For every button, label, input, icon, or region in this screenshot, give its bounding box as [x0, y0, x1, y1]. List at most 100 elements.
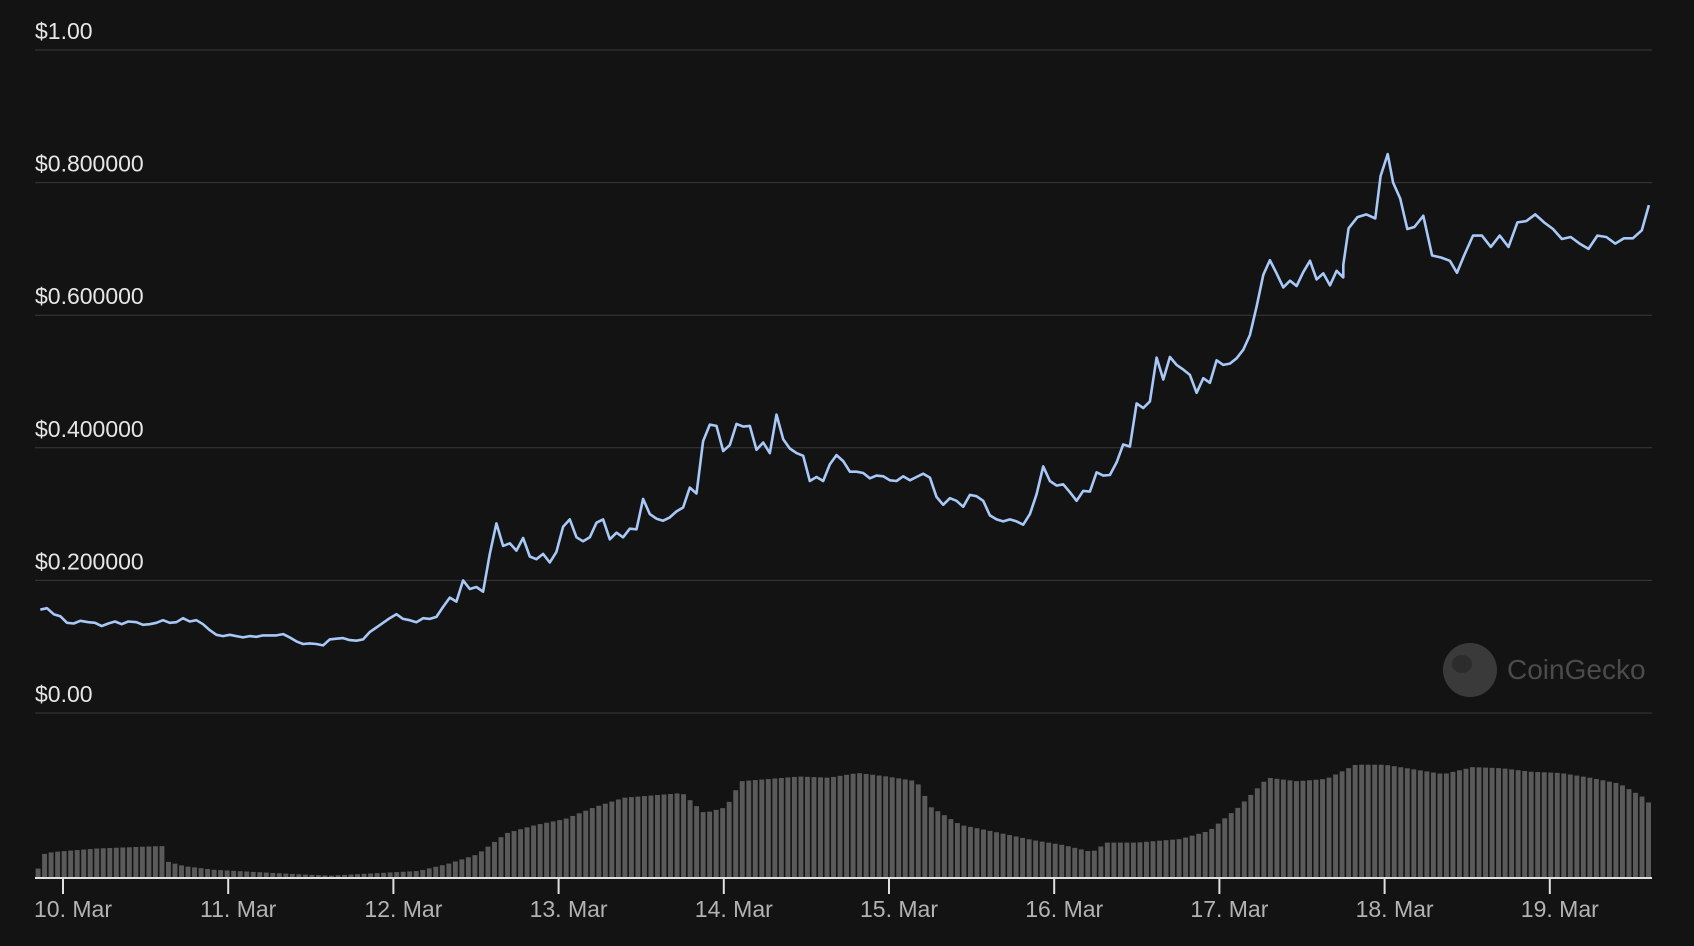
volume-bar — [205, 868, 211, 878]
volume-bar — [1391, 766, 1397, 878]
volume-bar — [889, 777, 895, 878]
volume-bar — [276, 873, 282, 878]
volume-bar — [909, 780, 915, 878]
volume-bar — [915, 784, 921, 878]
volume-bar — [1528, 771, 1534, 878]
volume-bar — [1117, 842, 1123, 878]
volume-bar — [250, 871, 256, 878]
x-tick-label: 19. Mar — [1521, 896, 1599, 922]
volume-bar — [1157, 840, 1162, 878]
grid-lines — [35, 49, 1652, 714]
volume-bar — [1300, 780, 1306, 878]
volume-bar — [1065, 846, 1071, 878]
volume-bar — [1215, 823, 1221, 878]
volume-bar — [1026, 839, 1032, 878]
volume-bar — [472, 855, 478, 878]
volume-bar — [283, 873, 289, 878]
volume-bar — [844, 774, 850, 878]
volume-bar — [1098, 846, 1104, 878]
volume-bar — [1280, 779, 1286, 878]
volume-bar — [726, 801, 732, 878]
volume-bar — [518, 829, 524, 878]
volume-bar — [139, 846, 145, 878]
volume-bar — [596, 805, 602, 878]
volume-bar — [465, 857, 471, 878]
volume-bar — [857, 773, 863, 878]
x-tick-label: 14. Mar — [695, 896, 773, 922]
volume-bar — [1606, 781, 1612, 878]
volume-bar — [1209, 828, 1215, 878]
volume-bar — [1567, 774, 1573, 878]
x-tick-label: 13. Mar — [530, 896, 608, 922]
volume-bar — [1352, 765, 1358, 878]
volume-bar — [231, 870, 237, 878]
volume-bar — [544, 822, 550, 878]
volume-bar — [602, 803, 608, 878]
volume-bar — [1130, 842, 1136, 878]
volume-bar — [1085, 850, 1091, 878]
volume-bar — [244, 871, 250, 878]
volume-bar — [837, 775, 843, 878]
volume-bar — [1593, 778, 1599, 878]
volume-bar — [1411, 769, 1417, 878]
volume-bar — [974, 828, 980, 878]
volume-bar — [452, 861, 458, 878]
volume-bar — [622, 797, 628, 878]
volume-bar — [922, 795, 928, 878]
volume-bar — [870, 774, 876, 878]
volume-bar — [374, 873, 380, 878]
volume-bar — [296, 874, 302, 878]
x-tick-label: 15. Mar — [860, 896, 938, 922]
volume-bar — [739, 781, 745, 878]
volume-bar — [511, 831, 517, 878]
volume-bars — [35, 764, 1651, 878]
volume-bar — [1463, 768, 1469, 878]
volume-bar — [902, 779, 908, 878]
volume-bar — [759, 779, 765, 878]
volume-bar — [994, 832, 999, 878]
volume-bar — [198, 868, 204, 878]
volume-bar — [1639, 796, 1645, 878]
volume-bar — [981, 829, 986, 878]
volume-bar — [1522, 770, 1528, 878]
volume-bar — [661, 794, 667, 878]
volume-bar — [1052, 843, 1058, 878]
volume-bar — [185, 866, 191, 878]
volume-bar — [1196, 833, 1202, 878]
volume-bar — [335, 875, 341, 878]
coingecko-logo-icon — [1443, 643, 1497, 697]
volume-bar — [576, 813, 582, 878]
volume-bar — [537, 824, 543, 878]
volume-bar — [967, 826, 973, 878]
x-axis: 10. Mar 11. Mar 12. Mar 13. Mar 14. Mar 15. M… — [34, 877, 1652, 922]
volume-bar — [1580, 776, 1586, 878]
y-tick-label: $1.00 — [35, 18, 93, 44]
volume-bar — [61, 851, 67, 878]
volume-bar — [322, 875, 328, 878]
volume-bar — [159, 846, 165, 878]
volume-bar — [681, 794, 687, 878]
volume-bar — [120, 847, 126, 878]
volume-bar — [720, 808, 726, 878]
volume-bar — [1333, 774, 1339, 878]
volume-bar — [648, 795, 654, 878]
x-tick-label: 17. Mar — [1190, 896, 1268, 922]
volume-bar — [1274, 778, 1280, 878]
volume-bar — [498, 837, 504, 878]
volume-bar — [107, 847, 113, 878]
volume-bar — [811, 777, 817, 878]
volume-bar — [1170, 839, 1176, 878]
volume-bar — [400, 871, 406, 878]
volume-bar — [100, 848, 106, 878]
volume-bar — [1000, 833, 1006, 878]
volume-bar — [1307, 780, 1312, 878]
volume-bar — [1039, 841, 1045, 878]
volume-bar — [641, 796, 647, 878]
volume-bar — [1293, 781, 1299, 878]
volume-bar — [1254, 788, 1260, 878]
volume-bar — [329, 875, 334, 878]
y-axis-ticks: $0.00 $0.200000 $0.400000 $0.600000 $0.80000… — [35, 18, 144, 707]
volume-bar — [635, 796, 641, 878]
volume-bar — [1124, 842, 1130, 878]
